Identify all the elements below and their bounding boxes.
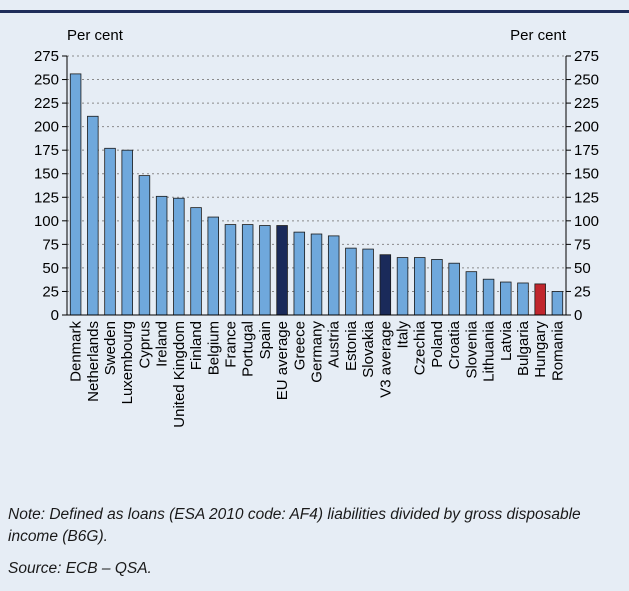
bar-germany [310, 233, 323, 316]
right-tick-label: 200 [574, 119, 599, 136]
bar-latvia [500, 281, 512, 316]
left-tick-label: 25 [42, 283, 59, 300]
chart-source: Source: ECB – QSA. [8, 560, 152, 577]
left-tick-label: 225 [34, 95, 59, 112]
category-label: Spain [257, 321, 274, 359]
bar-czechia [414, 257, 426, 316]
bar-greece [293, 231, 306, 316]
category-label: France [222, 321, 239, 368]
bar-v3-average [379, 254, 392, 316]
right-tick-label: 0 [574, 307, 582, 324]
left-tick-label: 100 [34, 213, 59, 230]
category-label: Estonia [343, 320, 360, 371]
bar-estonia [345, 247, 357, 316]
right-tick-label: 275 [574, 48, 599, 65]
bar-france [224, 224, 237, 316]
bar-hungary [534, 283, 546, 316]
category-label: United Kingdom [171, 321, 188, 428]
bar-bulgaria [517, 282, 529, 316]
category-label: Netherlands [85, 321, 102, 402]
category-label: Croatia [446, 320, 463, 369]
left-tick-label: 75 [42, 236, 59, 253]
bar-italy [396, 257, 409, 316]
category-label: Romania [549, 320, 566, 381]
bar-portugal [241, 224, 254, 316]
category-label: Portugal [240, 321, 257, 377]
bar-cyprus [138, 175, 151, 316]
right-tick-label: 100 [574, 213, 599, 230]
right-tick-label: 125 [574, 189, 599, 206]
category-label: Ireland [154, 321, 171, 367]
bar-poland [431, 259, 443, 316]
right-tick-label: 75 [574, 236, 591, 253]
category-label: Finland [188, 321, 205, 370]
bar-belgium [207, 216, 219, 316]
category-label: Latvia [498, 320, 515, 361]
bar-lithuania [482, 278, 495, 316]
left-tick-label: 250 [34, 72, 59, 89]
bar-austria [327, 235, 340, 316]
bar-slovakia [362, 248, 374, 316]
left-tick-label: 150 [34, 166, 59, 183]
bar-denmark [69, 73, 82, 316]
bar-slovenia [465, 271, 478, 316]
right-tick-label: 150 [574, 166, 599, 183]
bar-croatia [448, 262, 460, 316]
category-label: Lithuania [481, 320, 498, 382]
category-label: Greece [291, 321, 308, 370]
category-label: Luxembourg [119, 321, 136, 404]
category-label: Denmark [68, 321, 85, 382]
left-tick-label: 50 [42, 260, 59, 277]
category-label: Germany [309, 321, 326, 383]
bar-ireland [155, 195, 168, 316]
category-label: Slovenia [463, 320, 480, 378]
category-label: Sweden [102, 321, 119, 375]
left-tick-label: 175 [34, 142, 59, 159]
category-label: Cyprus [136, 321, 153, 369]
category-label: Belgium [205, 321, 222, 375]
right-tick-label: 25 [574, 283, 591, 300]
right-tick-label: 50 [574, 260, 591, 277]
left-tick-label: 125 [34, 189, 59, 206]
bar-finland [190, 207, 202, 316]
chart-note: Note: Defined as loans (ESA 2010 code: A… [8, 506, 581, 545]
category-label: Hungary [532, 321, 549, 378]
top-rule [0, 10, 629, 13]
category-label: Poland [429, 321, 446, 368]
right-tick-label: 175 [574, 142, 599, 159]
right-tick-label: 250 [574, 72, 599, 89]
bar-chart: 0 0 25 25 50 50 75 75 100 100 125 125 150 150 175 175 20… [34, 27, 599, 428]
bar-romania [551, 291, 564, 316]
category-label: Slovakia [360, 320, 377, 377]
category-label: Austria [326, 320, 343, 367]
category-label: Bulgaria [515, 320, 532, 376]
right-axis-label: Per cent [510, 27, 567, 44]
bar-netherlands [87, 115, 99, 316]
category-label: EU average [274, 321, 291, 400]
bar-spain [259, 225, 271, 316]
left-tick-label: 200 [34, 119, 59, 136]
category-label: Czechia [412, 320, 429, 375]
bar-united-kingdom [173, 197, 185, 316]
right-tick-label: 225 [574, 95, 599, 112]
bar-luxembourg [121, 149, 133, 316]
category-label: V3 average [377, 321, 394, 398]
left-tick-label: 0 [51, 307, 59, 324]
bar-sweden [104, 147, 116, 316]
left-tick-label: 275 [34, 48, 59, 65]
bar-eu-average [276, 225, 288, 316]
category-label: Italy [395, 321, 412, 349]
left-axis-label: Per cent [67, 27, 124, 44]
